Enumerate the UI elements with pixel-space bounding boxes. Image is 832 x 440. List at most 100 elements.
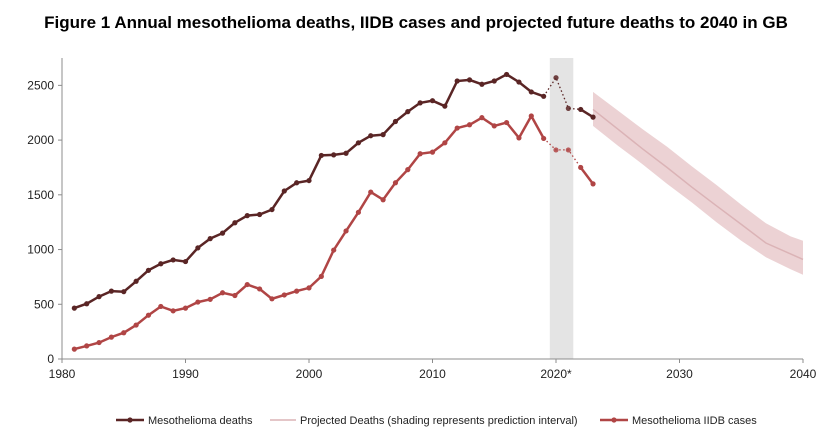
x-tick-label: 1980: [49, 367, 76, 381]
iidb-point: [257, 286, 263, 292]
iidb-point: [454, 125, 460, 131]
deaths-point: [343, 150, 349, 156]
iidb-point: [590, 181, 596, 187]
highlight-band-2020: [549, 58, 574, 359]
x-tick-label: 2010: [419, 367, 446, 381]
x-tick-label: 2040: [790, 367, 817, 381]
deaths-line: [73, 72, 545, 310]
iidb-point: [368, 189, 374, 195]
iidb-point: [541, 135, 547, 142]
deaths-point: [541, 93, 547, 99]
deaths-point: [294, 180, 300, 186]
deaths-point: [145, 267, 152, 273]
deaths-point: [244, 213, 250, 219]
iidb-point: [417, 151, 423, 157]
iidb-point: [380, 197, 386, 203]
iidb-point: [84, 343, 90, 349]
deaths-point: [590, 114, 596, 120]
iidb-point: [244, 281, 250, 288]
iidb-point: [232, 292, 238, 299]
iidb-point: [158, 303, 164, 310]
iidb-point: [207, 296, 213, 302]
iidb-point: [121, 330, 127, 336]
deaths-point: [578, 106, 584, 113]
iidb-point: [355, 209, 361, 215]
deaths-point: [318, 152, 324, 159]
deaths-point: [528, 89, 534, 95]
iidb-point: [528, 113, 534, 119]
iidb-point: [442, 140, 448, 146]
deaths-point: [429, 98, 436, 104]
deaths-point: [331, 152, 337, 158]
deaths-point: [565, 105, 571, 111]
deaths-point: [133, 278, 139, 284]
deaths-point: [442, 103, 448, 109]
x-tick-label: 1990: [172, 367, 199, 381]
iidb-point: [405, 167, 411, 173]
iidb-point: [182, 305, 189, 311]
plot-area: 0 500 1000 1500 2000 2500 1980 1990 2000 2010 2020…: [27, 58, 817, 381]
deaths-point: [355, 140, 361, 146]
iidb-point: [294, 288, 300, 294]
deaths-point: [269, 206, 275, 213]
deaths-point: [195, 245, 201, 251]
deaths-point: [454, 78, 460, 84]
deaths-point: [466, 77, 473, 83]
deaths-point: [281, 188, 287, 194]
legend: Mesothelioma deaths Projected Deaths (sha…: [116, 415, 757, 427]
legend-marker-iidb: [611, 417, 617, 423]
deaths-point: [158, 261, 164, 267]
deaths-point: [405, 109, 411, 115]
legend-label-iidb: Mesothelioma IIDB cases: [632, 415, 757, 427]
iidb-point: [491, 123, 497, 129]
prediction-interval-band: [593, 91, 803, 275]
iidb-point: [219, 290, 226, 296]
iidb-point: [429, 149, 436, 155]
deaths-point: [170, 257, 176, 263]
iidb-point: [108, 334, 114, 340]
x-tick-label: 2020*: [540, 367, 572, 381]
legend-marker-deaths: [127, 417, 133, 423]
iidb-point: [343, 228, 349, 234]
deaths-point: [182, 258, 189, 265]
iidb-point: [269, 296, 275, 302]
y-tick-label: 500: [34, 297, 54, 311]
y-tick-label: 0: [47, 352, 54, 366]
deaths-point: [96, 294, 102, 300]
iidb-point: [479, 115, 485, 121]
deaths-point: [368, 133, 374, 139]
iidb-point: [281, 292, 287, 298]
iidb-point: [516, 135, 522, 141]
deaths-point: [257, 211, 263, 218]
iidb-point: [318, 273, 324, 279]
deaths-point: [491, 78, 497, 84]
deaths-point: [392, 118, 399, 125]
iidb-point: [565, 147, 571, 153]
iidb-point: [553, 147, 559, 153]
deaths-point: [71, 305, 77, 311]
deaths-line-dotted: [543, 76, 581, 111]
iidb-point: [195, 299, 201, 305]
deaths-point: [380, 132, 386, 138]
iidb-point: [170, 308, 176, 314]
deaths-point: [84, 301, 90, 307]
deaths-point: [479, 81, 485, 87]
iidb-point: [466, 122, 473, 128]
deaths-point: [553, 75, 559, 81]
legend-label-projected: Projected Deaths (shading represents pre…: [300, 415, 578, 427]
deaths-point: [417, 100, 423, 106]
deaths-point: [504, 71, 510, 78]
deaths-point: [121, 289, 127, 295]
iidb-point: [133, 322, 139, 328]
iidb-point: [71, 346, 77, 352]
deaths-point: [516, 79, 522, 85]
iidb-point: [306, 285, 312, 291]
iidb-point: [578, 164, 584, 171]
y-tick-label: 2000: [27, 133, 54, 147]
y-tick-label: 1500: [27, 188, 54, 202]
iidb-line: [73, 113, 545, 351]
projected-deaths-line: [592, 108, 804, 261]
iidb-line-after: [579, 166, 595, 185]
deaths-point: [219, 230, 226, 236]
